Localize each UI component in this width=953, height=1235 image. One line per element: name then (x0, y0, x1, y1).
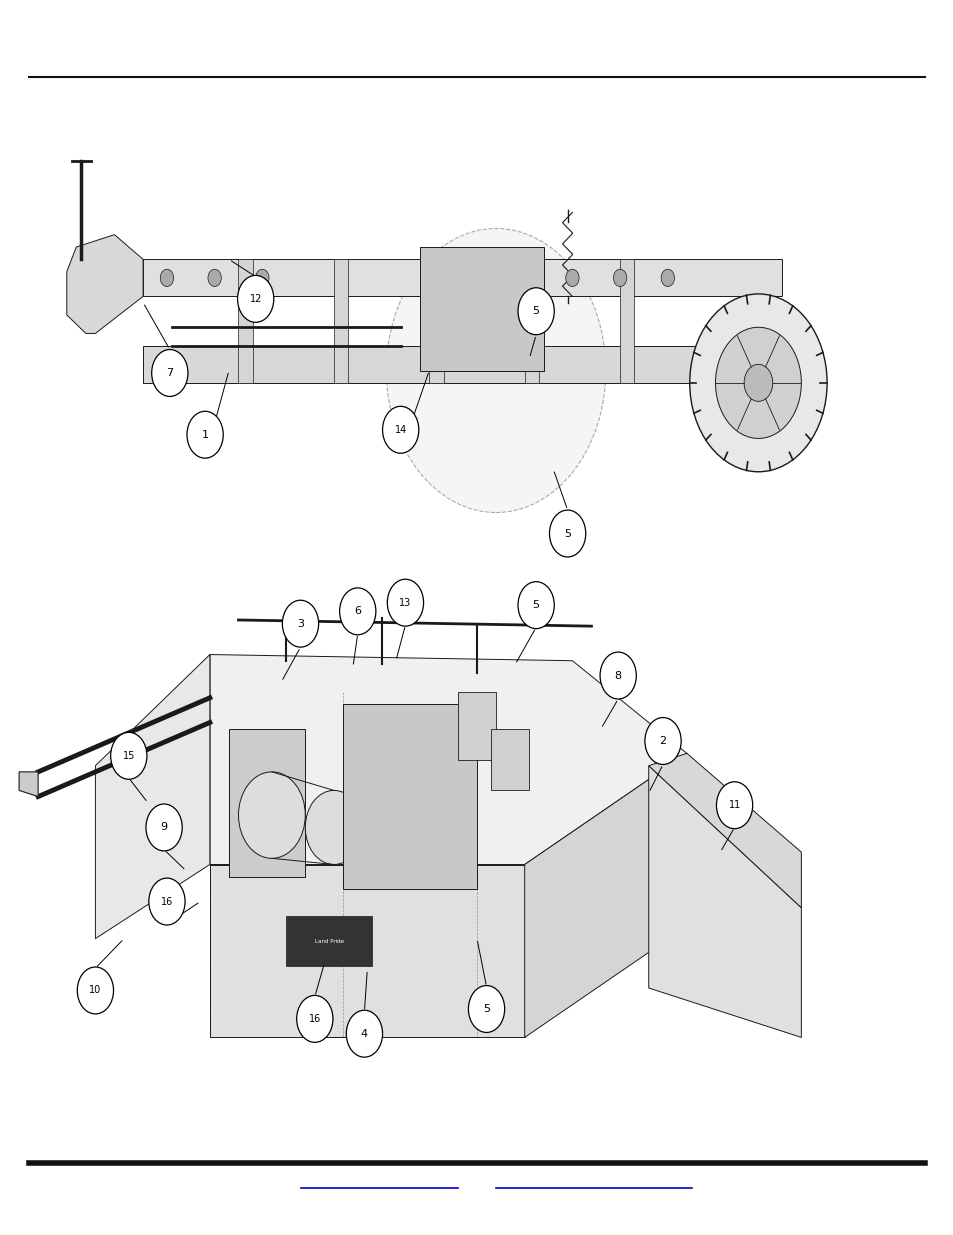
Polygon shape (95, 655, 210, 939)
Text: 14: 14 (395, 425, 406, 435)
Text: 6: 6 (354, 606, 361, 616)
FancyBboxPatch shape (286, 916, 372, 966)
Polygon shape (19, 772, 38, 797)
Circle shape (238, 772, 305, 858)
Circle shape (716, 782, 752, 829)
Circle shape (149, 878, 185, 925)
Polygon shape (143, 259, 781, 296)
Circle shape (438, 827, 476, 877)
Circle shape (237, 275, 274, 322)
Circle shape (549, 510, 585, 557)
Circle shape (376, 809, 424, 871)
Circle shape (743, 364, 772, 401)
Text: 16: 16 (309, 1014, 320, 1024)
Text: 5: 5 (482, 1004, 490, 1014)
Text: 10: 10 (90, 986, 101, 995)
Circle shape (305, 790, 362, 864)
Circle shape (296, 995, 333, 1042)
Text: 16: 16 (161, 897, 172, 906)
Circle shape (152, 350, 188, 396)
Circle shape (160, 269, 173, 287)
Text: 9: 9 (160, 823, 168, 832)
Circle shape (644, 718, 680, 764)
Polygon shape (238, 259, 253, 383)
Circle shape (660, 269, 674, 287)
Polygon shape (648, 753, 801, 908)
Text: 11: 11 (728, 800, 740, 810)
Circle shape (339, 588, 375, 635)
Circle shape (517, 288, 554, 335)
Polygon shape (648, 766, 801, 1037)
Polygon shape (619, 259, 634, 383)
Polygon shape (210, 864, 524, 1037)
Polygon shape (524, 753, 686, 1037)
FancyBboxPatch shape (343, 704, 476, 889)
Text: 2: 2 (659, 736, 666, 746)
FancyBboxPatch shape (457, 692, 496, 760)
Circle shape (282, 600, 318, 647)
Text: 5: 5 (563, 529, 571, 538)
Circle shape (346, 1010, 382, 1057)
Text: 12: 12 (250, 294, 261, 304)
Text: 1: 1 (201, 430, 209, 440)
Text: 5: 5 (532, 306, 539, 316)
Circle shape (146, 804, 182, 851)
Circle shape (517, 582, 554, 629)
Circle shape (187, 411, 223, 458)
Circle shape (715, 327, 801, 438)
Polygon shape (143, 346, 781, 383)
Polygon shape (429, 259, 443, 383)
Circle shape (255, 269, 269, 287)
Circle shape (111, 732, 147, 779)
Circle shape (689, 294, 826, 472)
Polygon shape (334, 259, 348, 383)
Circle shape (208, 269, 221, 287)
FancyBboxPatch shape (229, 729, 305, 877)
Text: 8: 8 (614, 671, 621, 680)
Circle shape (387, 579, 423, 626)
FancyBboxPatch shape (419, 247, 543, 370)
Text: 5: 5 (532, 600, 539, 610)
Circle shape (613, 269, 626, 287)
Circle shape (386, 228, 605, 513)
Circle shape (77, 967, 113, 1014)
Circle shape (468, 986, 504, 1032)
Text: 4: 4 (360, 1029, 368, 1039)
Text: Land Pride: Land Pride (314, 939, 343, 944)
Circle shape (599, 652, 636, 699)
Circle shape (382, 406, 418, 453)
FancyBboxPatch shape (491, 729, 529, 790)
Text: 15: 15 (123, 751, 134, 761)
Text: 13: 13 (399, 598, 411, 608)
Text: 7: 7 (166, 368, 173, 378)
Polygon shape (210, 655, 686, 864)
Polygon shape (524, 259, 538, 383)
Polygon shape (67, 235, 143, 333)
Text: 3: 3 (296, 619, 304, 629)
Circle shape (565, 269, 578, 287)
